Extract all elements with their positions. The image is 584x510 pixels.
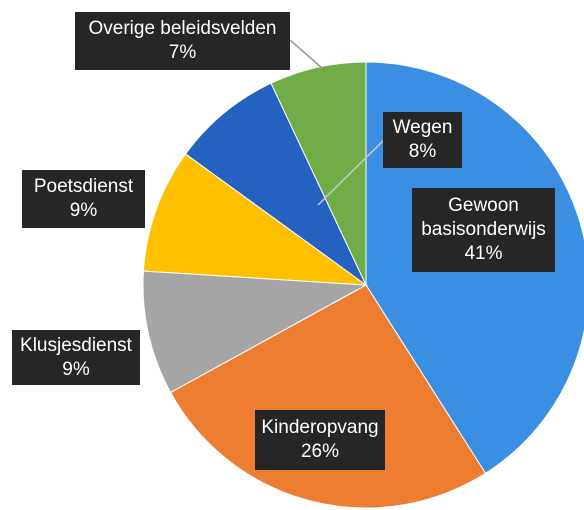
leader-line [317,139,385,206]
data-label: Gewoon basisonderwijs 41% [412,188,555,272]
value-label: 7% [168,42,197,63]
leader-line [289,39,323,69]
data-label: Poetsdienst 9% [22,170,145,228]
value-label: 26% [300,441,340,462]
pie-slice [270,61,367,286]
category-label: Overige beleidsvelden [88,18,277,39]
data-label: Kinderopvang 26% [255,410,385,470]
data-label: Overige beleidsvelden 7% [75,12,290,70]
value-label: 9% [62,358,90,380]
category-label: Poetsdienst [33,176,134,197]
category-label: Gewoon basisonderwijs [421,195,546,240]
value-label: 9% [69,200,98,221]
category-label: Klusjesdienst [20,334,132,356]
value-label: 41% [464,243,503,264]
pie-slice [142,153,368,286]
category-label: Kinderopvang [261,417,379,438]
pie-slice [169,284,487,509]
pie-slice [184,82,367,286]
pie-slice [142,270,368,394]
data-label: Wegen 8% [383,112,462,168]
value-label: 8% [408,141,437,162]
data-label: Klusjesdienst 9% [12,330,140,385]
category-label: Wegen [392,117,453,138]
